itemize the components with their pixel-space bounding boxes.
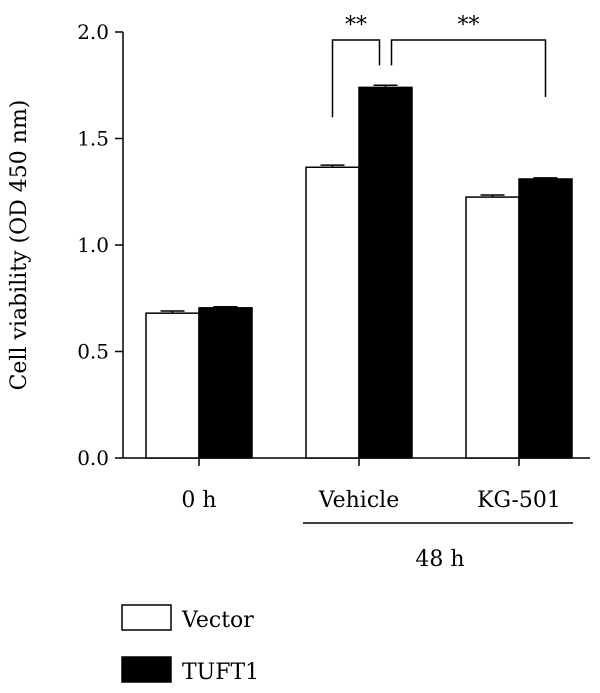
significance-bracket xyxy=(390,39,547,97)
y-axis-title: Cell viability (OD 450 nm) xyxy=(7,100,32,391)
y-tick-label: 0.5 xyxy=(77,340,109,364)
bar-vector-0 xyxy=(145,312,200,459)
bar-vector-2 xyxy=(465,196,520,459)
y-axis: 0.0 0.5 1.0 1.5 2.0 xyxy=(77,20,124,470)
y-tick-label: 1.0 xyxy=(77,233,109,257)
group-label: 48 h xyxy=(415,547,464,572)
bars xyxy=(145,86,573,459)
y-tick-label: 2.0 xyxy=(77,20,109,44)
legend-label-tuft1: TUFT1 xyxy=(182,660,259,685)
x-tick-label: 0 h xyxy=(181,488,216,513)
legend: Vector TUFT1 xyxy=(121,604,259,685)
x-tick-label: Vehicle xyxy=(318,488,399,513)
bar-tuft1-0 xyxy=(198,307,253,459)
x-tick-label: KG-501 xyxy=(477,488,561,513)
legend-swatch-tuft1 xyxy=(121,656,172,683)
y-tick-label: 1.5 xyxy=(77,127,109,151)
significance-label: ** xyxy=(458,13,480,38)
y-tick-label: 0.0 xyxy=(77,446,109,470)
bar-vector-1 xyxy=(305,166,360,459)
significance-label: ** xyxy=(345,13,367,38)
error-bars xyxy=(160,84,558,314)
legend-swatch-vector xyxy=(121,604,172,631)
significance-annotations: ** ** xyxy=(331,13,547,118)
significance-bracket xyxy=(331,39,381,118)
bar-tuft1-2 xyxy=(518,178,573,459)
legend-label-vector: Vector xyxy=(181,608,254,633)
x-axis: 0 h Vehicle KG-501 48 h xyxy=(123,457,590,572)
bar-tuft1-1 xyxy=(358,86,413,459)
